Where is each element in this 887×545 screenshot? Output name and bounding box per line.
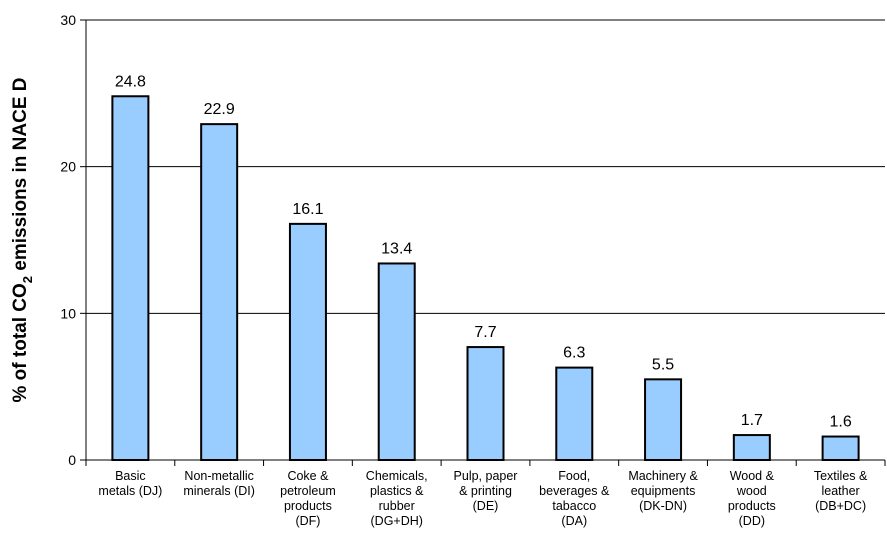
category-label-line: products [728, 499, 776, 513]
y-axis-title-part1: % of total CO [10, 283, 31, 402]
bar [377, 262, 416, 462]
data-label: 6.3 [563, 345, 585, 362]
data-label: 7.7 [474, 324, 496, 341]
data-label: 22.9 [204, 101, 235, 118]
data-label: 1.7 [741, 412, 763, 429]
category-label-line: Pulp, paper [454, 469, 518, 483]
bar [288, 222, 327, 461]
y-axis: 0 10 20 30 [60, 12, 87, 468]
y-axis-title-subscript: 2 [20, 276, 35, 283]
bar [732, 434, 771, 462]
y-axis-title-part2: emissions in NACE D [10, 77, 31, 276]
category-label-line: petroleum [280, 484, 336, 498]
category-label-line: (DF) [295, 514, 320, 528]
y-tick-label: 20 [60, 159, 76, 175]
data-labels: 24.8 22.9 16.1 13.4 7.7 6.3 5.5 1.7 1.6 [115, 73, 852, 430]
category-label-line: equipments [631, 484, 696, 498]
category-label-line: Wood & [730, 469, 775, 483]
category-label: Pulp, paper & printing (DE) [454, 469, 518, 513]
category-label-line: Basic [115, 469, 146, 483]
category-label: Basic metals (DJ) [98, 469, 162, 498]
category-label-line: (DD) [739, 514, 765, 528]
category-label-line: Food, [558, 469, 590, 483]
y-tick-label: 0 [68, 452, 76, 468]
y-axis-title: % of total CO2 emissions in NACE D [10, 77, 35, 402]
category-label-line: plastics & [370, 484, 424, 498]
category-label-line: products [284, 499, 332, 513]
data-label: 5.5 [652, 356, 674, 373]
category-label: Food, beverages & tabacco (DA) [539, 469, 610, 528]
category-label: Coke & petroleum products (DF) [280, 469, 336, 528]
category-labels: Basic metals (DJ) Non-metallic minerals (DI… [98, 469, 868, 528]
category-label-line: & printing [459, 484, 512, 498]
category-label-line: beverages & [539, 484, 610, 498]
category-label-line: metals (DJ) [98, 484, 162, 498]
y-tick-label: 10 [60, 305, 76, 321]
category-label-line: Textiles & [814, 469, 868, 483]
bar [200, 123, 239, 461]
bar [644, 378, 683, 462]
category-label-line: Chemicals, [366, 469, 428, 483]
data-label: 1.6 [829, 414, 851, 431]
bar [821, 435, 860, 461]
category-label-line: (DG+DH) [371, 514, 423, 528]
category-label-line: Coke & [287, 469, 329, 483]
category-label: Machinery & equipments (DK-DN) [628, 469, 698, 513]
category-label-line: (DK-DN) [639, 499, 687, 513]
category-label-line: rubber [379, 499, 415, 513]
data-label: 16.1 [292, 201, 323, 218]
bars [111, 95, 860, 462]
category-label: Textiles & leather (DB+DC) [814, 469, 868, 513]
category-label-line: Non-metallic [184, 469, 253, 483]
category-label: Chemicals, plastics & rubber (DG+DH) [366, 469, 428, 528]
category-label-line: Machinery & [628, 469, 698, 483]
category-label-line: wood [736, 484, 767, 498]
bar [555, 366, 594, 462]
bar [111, 95, 150, 462]
category-label-line: (DA) [561, 514, 587, 528]
data-label: 24.8 [115, 73, 146, 90]
category-label-line: tabacco [552, 499, 596, 513]
category-label-line: (DE) [473, 499, 499, 513]
category-label-line: minerals (DI) [183, 484, 255, 498]
y-tick-label: 30 [60, 12, 76, 28]
category-label-line: leather [821, 484, 859, 498]
bar [466, 346, 505, 462]
category-label: Wood & wood products (DD) [728, 469, 776, 528]
category-label-line: (DB+DC) [815, 499, 866, 513]
category-label: Non-metallic minerals (DI) [183, 469, 255, 498]
data-label: 13.4 [381, 240, 412, 257]
